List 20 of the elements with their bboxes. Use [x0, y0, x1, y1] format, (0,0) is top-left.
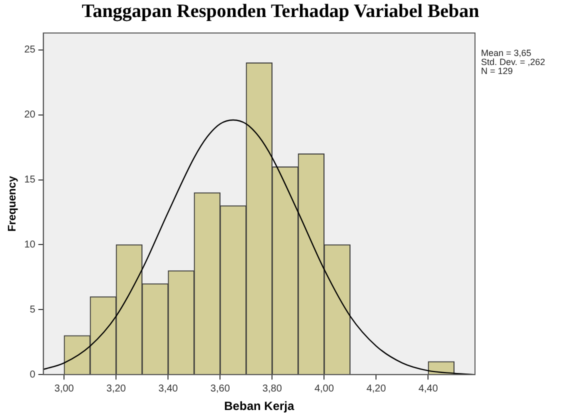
y-tick-label: 5	[30, 304, 36, 316]
x-tick-label: 4,20	[366, 383, 386, 394]
y-tick-label: 10	[24, 239, 36, 250]
text: Mean = 3,65	[481, 48, 532, 58]
text: N = 129	[481, 66, 513, 76]
x-tick-label: 3,00	[54, 383, 74, 394]
x-tick-label: 3,40	[158, 383, 178, 394]
x-tick-label: 3,60	[210, 383, 230, 394]
y-tick-label: 20	[24, 110, 36, 121]
x-axis-title: Beban Kerja	[224, 399, 294, 414]
y-tick-label: 15	[24, 174, 36, 186]
x-tick-label: 4,40	[418, 383, 438, 394]
chart-title: Tanggapan Responden Terhadap Variabel Beban	[80, 0, 480, 24]
x-tick-label: 3,20	[106, 383, 126, 394]
x-tick-label: 3,80	[262, 383, 282, 394]
y-tick-label: 25	[24, 44, 36, 56]
y-tick-label: 0	[30, 369, 36, 380]
y-axis-title: Frequency	[6, 175, 19, 232]
text: Std. Dev. = ,262	[481, 56, 546, 67]
x-tick-label: 4,00	[314, 383, 334, 394]
